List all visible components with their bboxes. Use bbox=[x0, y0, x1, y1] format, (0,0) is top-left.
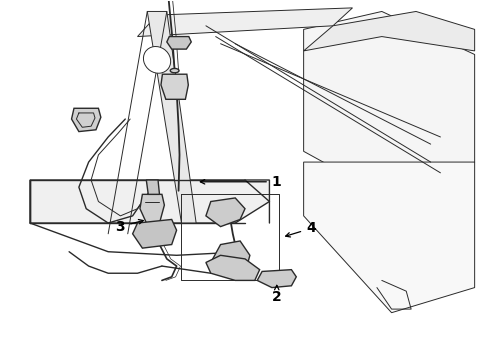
Polygon shape bbox=[167, 37, 191, 49]
Polygon shape bbox=[304, 162, 475, 313]
Polygon shape bbox=[147, 12, 196, 223]
Text: 3: 3 bbox=[116, 220, 143, 234]
Polygon shape bbox=[304, 12, 475, 51]
Ellipse shape bbox=[144, 46, 171, 73]
Polygon shape bbox=[211, 241, 250, 277]
Text: 4: 4 bbox=[286, 221, 316, 237]
Polygon shape bbox=[206, 255, 260, 280]
Polygon shape bbox=[257, 270, 296, 288]
Polygon shape bbox=[304, 12, 475, 205]
Polygon shape bbox=[30, 180, 270, 223]
Polygon shape bbox=[138, 8, 352, 37]
Polygon shape bbox=[72, 108, 101, 132]
Polygon shape bbox=[133, 220, 176, 248]
Polygon shape bbox=[140, 194, 164, 225]
Polygon shape bbox=[206, 198, 245, 226]
Ellipse shape bbox=[170, 68, 179, 73]
Text: 2: 2 bbox=[272, 285, 282, 303]
Polygon shape bbox=[161, 74, 188, 99]
Text: 1: 1 bbox=[200, 175, 282, 189]
Polygon shape bbox=[147, 180, 159, 194]
